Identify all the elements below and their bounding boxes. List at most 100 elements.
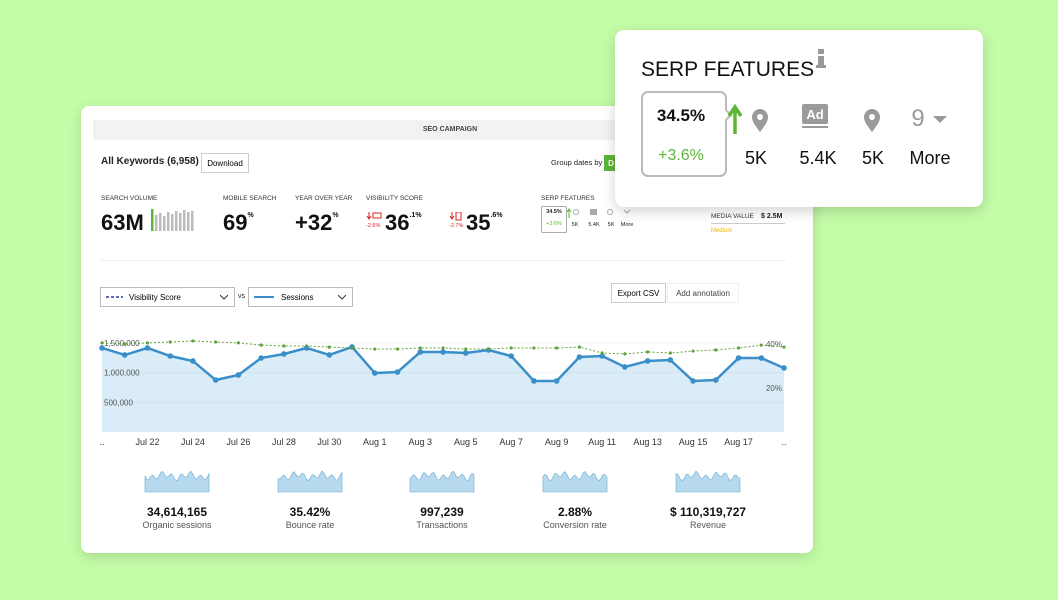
sessions-point <box>622 364 628 370</box>
x-tick-label: Jul 24 <box>181 437 205 447</box>
metric-change: -2.7% <box>449 223 464 229</box>
y-tick-label: 1,000,000 <box>104 369 140 378</box>
metric-number: 69 <box>223 210 248 235</box>
y2-tick-label: 20% <box>766 384 782 393</box>
sessions-point <box>690 378 696 384</box>
visibility-point <box>350 346 354 350</box>
stat-value: 997,239 <box>420 505 464 519</box>
visibility-point <box>464 347 468 351</box>
visibility-point <box>191 339 195 343</box>
metric-label: YEAR OVER YEAR <box>295 195 353 202</box>
sessions-point <box>735 355 742 361</box>
visibility-point <box>282 344 286 348</box>
volume-sparkbars <box>151 209 194 231</box>
visibility-point <box>736 346 741 350</box>
metric-a-label: Visibility Score <box>129 292 181 302</box>
visibility-point <box>327 345 331 349</box>
metric-unit: .1% <box>409 212 422 219</box>
sessions-point <box>121 352 128 358</box>
metric-a-select[interactable]: Visibility Score <box>100 287 235 307</box>
mobile-down-icon <box>449 212 462 221</box>
annotate-button[interactable]: Add annotation <box>667 283 739 303</box>
x-tick-label: Aug 1 <box>363 437 387 447</box>
export-button[interactable]: Export CSV <box>611 283 666 303</box>
x-tick-label: Aug 7 <box>499 437 523 447</box>
stat-label: Transactions <box>416 520 468 530</box>
popup-change: +3.6% <box>658 147 704 164</box>
visibility-point <box>577 345 582 349</box>
separator <box>100 260 786 261</box>
visibility-point <box>418 346 422 350</box>
sessions-point <box>440 349 446 355</box>
x-tick-label: .. <box>99 437 104 447</box>
vs-label: vs <box>238 293 245 300</box>
visibility-point <box>395 347 400 351</box>
popup-more[interactable]: More <box>909 148 951 168</box>
popup-item: 5K <box>861 148 885 168</box>
group-dates-label: Group dates by <box>551 158 603 167</box>
stat-value: 35.42% <box>289 505 331 519</box>
stat-sparkline <box>409 471 475 493</box>
visibility-point <box>305 344 309 348</box>
stat-sparkline <box>277 470 343 493</box>
metric-b-label: Sessions <box>281 292 314 302</box>
metric-value: +32% <box>295 212 339 234</box>
serp-item: 5K <box>607 222 615 228</box>
stat-value: 34,614,165 <box>146 505 208 519</box>
serp-change: +3.6% <box>546 221 562 227</box>
metric-b-select[interactable]: Sessions <box>248 287 353 307</box>
metric-number: +32 <box>295 210 333 235</box>
popup-item: 5K <box>744 148 768 168</box>
stat-sparkline <box>542 471 608 493</box>
visibility-point <box>123 342 127 346</box>
x-tick-label: .. <box>781 437 786 447</box>
sessions-point <box>462 350 469 356</box>
metric-label: VISIBILITY SCORE <box>366 195 423 202</box>
visibility-point <box>236 341 240 345</box>
stat-label: Revenue <box>689 520 727 530</box>
visibility-point <box>646 350 650 354</box>
stat-sparkline <box>144 470 210 493</box>
sessions-point <box>576 354 583 360</box>
media-rule <box>711 223 785 224</box>
metric-number: 35 <box>466 210 491 235</box>
x-tick-label: Jul 22 <box>135 437 159 447</box>
x-tick-label: Aug 15 <box>679 437 708 447</box>
x-tick-label: Aug 11 <box>588 437 616 447</box>
metric-number: 36 <box>385 210 410 235</box>
serp-item: More <box>620 222 634 228</box>
download-button[interactable]: Download <box>201 153 249 173</box>
sessions-point <box>258 355 264 361</box>
y-tick-label: 500,000 <box>104 398 133 407</box>
sessions-point <box>758 355 765 361</box>
visibility-point <box>214 340 218 344</box>
stat-sparkline <box>675 470 741 493</box>
popup-icons: Ad <box>727 104 947 134</box>
sessions-point <box>667 357 674 363</box>
x-tick-label: Jul 30 <box>317 437 341 447</box>
x-tick-label: Aug 3 <box>409 437 433 447</box>
x-tick-label: Jul 28 <box>272 437 296 447</box>
sessions-point <box>553 378 560 384</box>
keywords-title: All Keywords (6,958) <box>101 156 199 167</box>
stat-label: Bounce rate <box>285 520 335 530</box>
popup-count: 9 <box>911 105 925 132</box>
dash-swatch <box>106 296 123 298</box>
stat-label: Conversion rate <box>543 520 607 530</box>
metric-change: -2.6% <box>366 223 381 229</box>
popup-title: SERP FEATURES <box>641 58 815 81</box>
visibility-point <box>532 346 536 350</box>
visibility-point <box>259 343 263 347</box>
serp-label: SERP FEATURES <box>541 195 595 202</box>
serp-icons <box>566 208 631 218</box>
visibility-point <box>691 349 695 353</box>
sessions-point <box>372 370 378 376</box>
x-tick-label: Aug 5 <box>454 437 478 447</box>
metric-unit: % <box>247 212 254 219</box>
header-title: SEO CAMPAIGN <box>422 126 478 133</box>
metric-label: SEARCH VOLUME <box>101 195 158 202</box>
sessions-point <box>644 358 651 364</box>
caret <box>338 294 346 300</box>
